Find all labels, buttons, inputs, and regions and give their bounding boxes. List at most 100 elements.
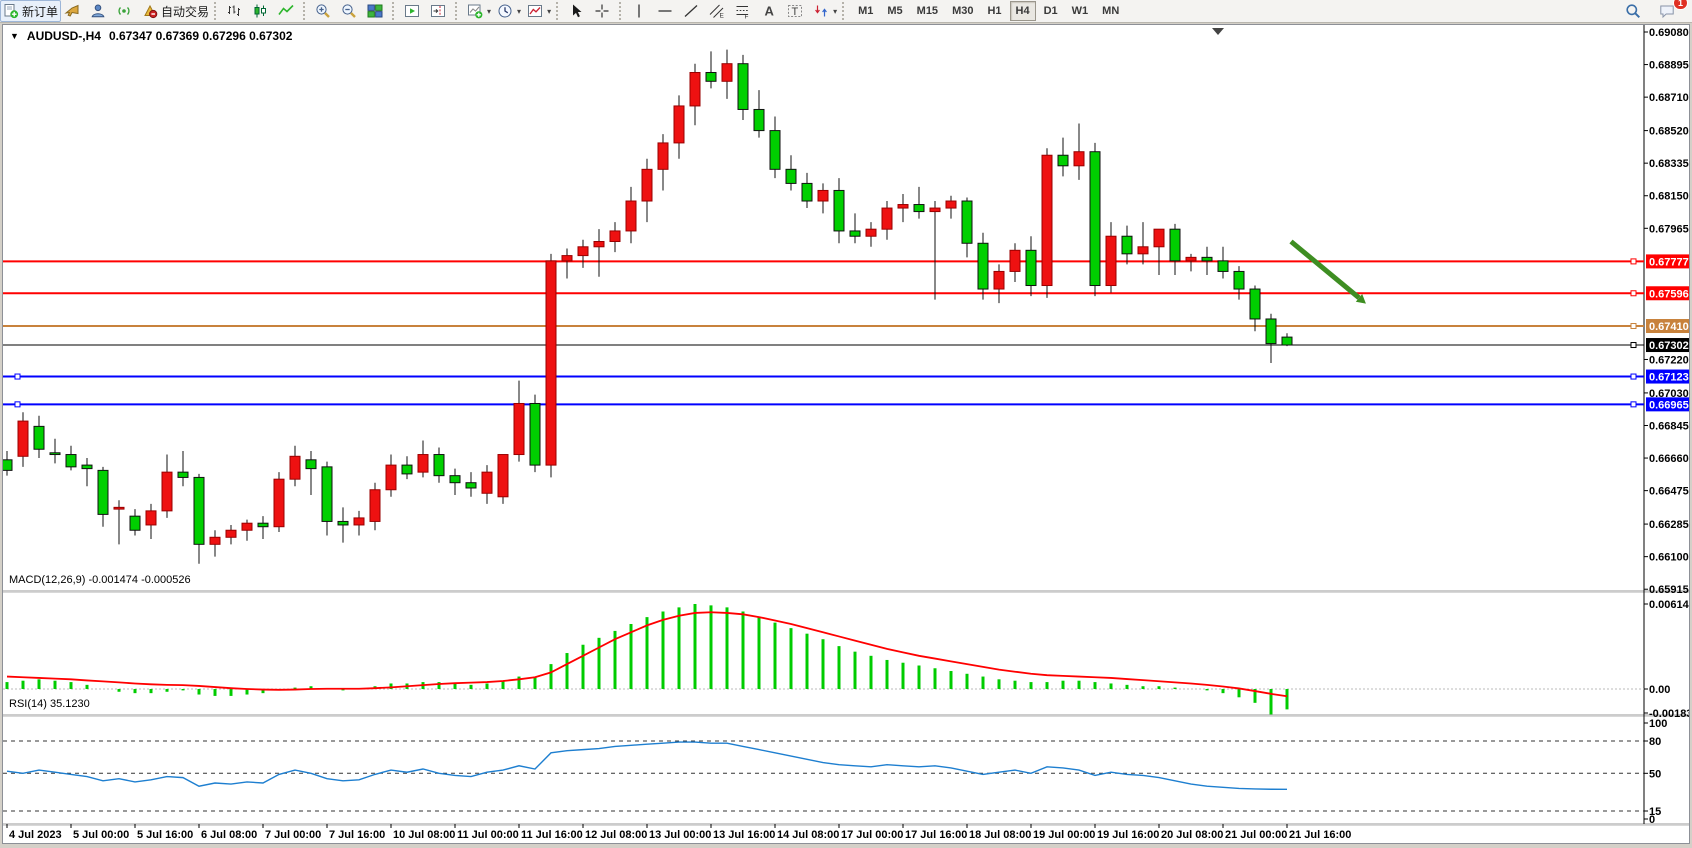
- axis-label: 0.65915: [1649, 584, 1689, 596]
- timeframe-mn-button[interactable]: MN: [1102, 5, 1120, 17]
- symbol-dropdown-icon[interactable]: ▼: [10, 31, 19, 41]
- user-icon: [90, 3, 106, 19]
- search-icon: [1625, 3, 1641, 19]
- candle: [513, 402, 525, 456]
- candle: [881, 207, 893, 230]
- candle: [977, 242, 989, 290]
- crosshair-button[interactable]: [591, 0, 617, 22]
- arrows-button[interactable]: ▾: [810, 0, 840, 22]
- timeframe-w1-button[interactable]: W1: [1071, 5, 1089, 17]
- new-order-icon: [3, 3, 19, 19]
- axis-label: 0.68895: [1649, 60, 1689, 72]
- axis-label: 0.68710: [1649, 92, 1689, 104]
- time-label: 4 Jul 2023: [9, 829, 62, 841]
- line-chart-button[interactable]: [275, 0, 301, 22]
- level-anchor[interactable]: [1630, 373, 1637, 380]
- horizontal-line-button[interactable]: [654, 0, 680, 22]
- chevron-down-icon[interactable]: ▾: [547, 6, 552, 16]
- timeframe-h4-button[interactable]: H4: [1009, 1, 1036, 21]
- chart-shift-button[interactable]: [427, 0, 453, 22]
- timeframe-m1-button[interactable]: M1: [858, 5, 874, 17]
- chevron-down-icon[interactable]: ▾: [517, 6, 522, 16]
- chart-title: ▼ AUDUSD-,H4 0.67347 0.67369 0.67296 0.6…: [10, 29, 292, 43]
- signals-button[interactable]: [113, 0, 139, 22]
- level-anchor[interactable]: [1630, 258, 1637, 265]
- axis-label: 0.67030: [1649, 388, 1689, 400]
- cursor-button[interactable]: [565, 0, 591, 22]
- svg-text:A: A: [765, 4, 775, 19]
- trendline-button[interactable]: [680, 0, 706, 22]
- candle: [321, 466, 333, 522]
- timeframe-m30-button[interactable]: M30: [952, 5, 974, 17]
- candle: [481, 471, 493, 494]
- autotrading-button[interactable]: 自动交易: [139, 0, 212, 22]
- periods-button[interactable]: ▾: [494, 0, 524, 22]
- chevron-down-icon[interactable]: ▾: [833, 6, 838, 16]
- candle: [641, 168, 653, 202]
- chat-button[interactable]: 1: [1656, 0, 1688, 22]
- candle: [401, 464, 413, 475]
- candle: [673, 105, 685, 144]
- chart-window[interactable]: 0.69080 0.68895 0.68710 0.68520 0.68335 0.681…: [1, 24, 1692, 844]
- fibonacci-button[interactable]: F: [732, 0, 758, 22]
- timeframe-h1-button[interactable]: H1: [987, 5, 1002, 17]
- level-anchor[interactable]: [14, 401, 21, 408]
- toolbar: 新订单 自动交易 ▾ ▾ ▾ E F A T ▾ M1 M5 M15 M30 H1 H4 D1 W1 MN 1: [0, 0, 1692, 23]
- new-order-button[interactable]: 新订单: [0, 0, 62, 22]
- axis-label: 0.66100: [1649, 552, 1689, 564]
- axis-label: 0.66660: [1649, 453, 1689, 465]
- price-chart-canvas[interactable]: 0.69080 0.68895 0.68710 0.68520 0.68335 0.681…: [1, 25, 1692, 843]
- candle: [1025, 249, 1037, 287]
- candle: [417, 454, 429, 473]
- candle: [129, 515, 141, 531]
- level-anchor[interactable]: [1630, 323, 1637, 330]
- candle: [449, 475, 461, 484]
- candle: [865, 228, 877, 237]
- alerts-button[interactable]: [61, 0, 87, 22]
- candle: [65, 454, 77, 468]
- zoom-in-button[interactable]: [312, 0, 338, 22]
- trendline-icon: [683, 3, 699, 19]
- level-anchor[interactable]: [1630, 342, 1637, 349]
- horizontal-line-icon: [657, 3, 673, 19]
- level-anchor[interactable]: [14, 373, 21, 380]
- search-button[interactable]: [1622, 0, 1648, 22]
- candle: [305, 459, 317, 470]
- svg-text:F: F: [745, 14, 749, 20]
- periods-clock-icon: [497, 3, 513, 19]
- rsi-axis-label: 50: [1649, 768, 1661, 780]
- zoom-out-icon: [341, 3, 357, 19]
- candle: [1009, 249, 1021, 272]
- level-anchor[interactable]: [1630, 290, 1637, 297]
- candle: [161, 471, 173, 512]
- new-chart-button[interactable]: ▾: [464, 0, 494, 22]
- candle: [849, 230, 861, 237]
- autoscroll-button[interactable]: [401, 0, 427, 22]
- time-label: 5 Jul 00:00: [73, 829, 129, 841]
- bar-chart-button[interactable]: [223, 0, 249, 22]
- text-button[interactable]: A: [758, 0, 784, 22]
- chart-shift-marker[interactable]: [1212, 28, 1224, 35]
- axis-label: 0.68335: [1649, 158, 1689, 170]
- templates-button[interactable]: ▾: [524, 0, 554, 22]
- candle: [1041, 154, 1053, 287]
- text-label-button[interactable]: T: [784, 0, 810, 22]
- time-label: 21 Jul 16:00: [1289, 829, 1351, 841]
- zoom-out-button[interactable]: [338, 0, 364, 22]
- tile-windows-button[interactable]: [364, 0, 390, 22]
- axis-label: 0.66475: [1649, 486, 1689, 498]
- timeframe-d1-button[interactable]: D1: [1043, 5, 1058, 17]
- channel-button[interactable]: E: [706, 0, 732, 22]
- account-button[interactable]: [87, 0, 113, 22]
- level-anchor[interactable]: [1630, 401, 1637, 408]
- candle-chart-button[interactable]: [249, 0, 275, 22]
- vertical-line-button[interactable]: [628, 0, 654, 22]
- timeframe-m5-button[interactable]: M5: [887, 5, 903, 17]
- chevron-down-icon[interactable]: ▾: [487, 6, 492, 16]
- candle: [241, 522, 253, 531]
- down-arrow-annotation[interactable]: [1289, 239, 1361, 300]
- autoscroll-icon: [404, 3, 420, 19]
- time-label: 14 Jul 08:00: [777, 829, 839, 841]
- timeframe-m15-button[interactable]: M15: [916, 5, 939, 17]
